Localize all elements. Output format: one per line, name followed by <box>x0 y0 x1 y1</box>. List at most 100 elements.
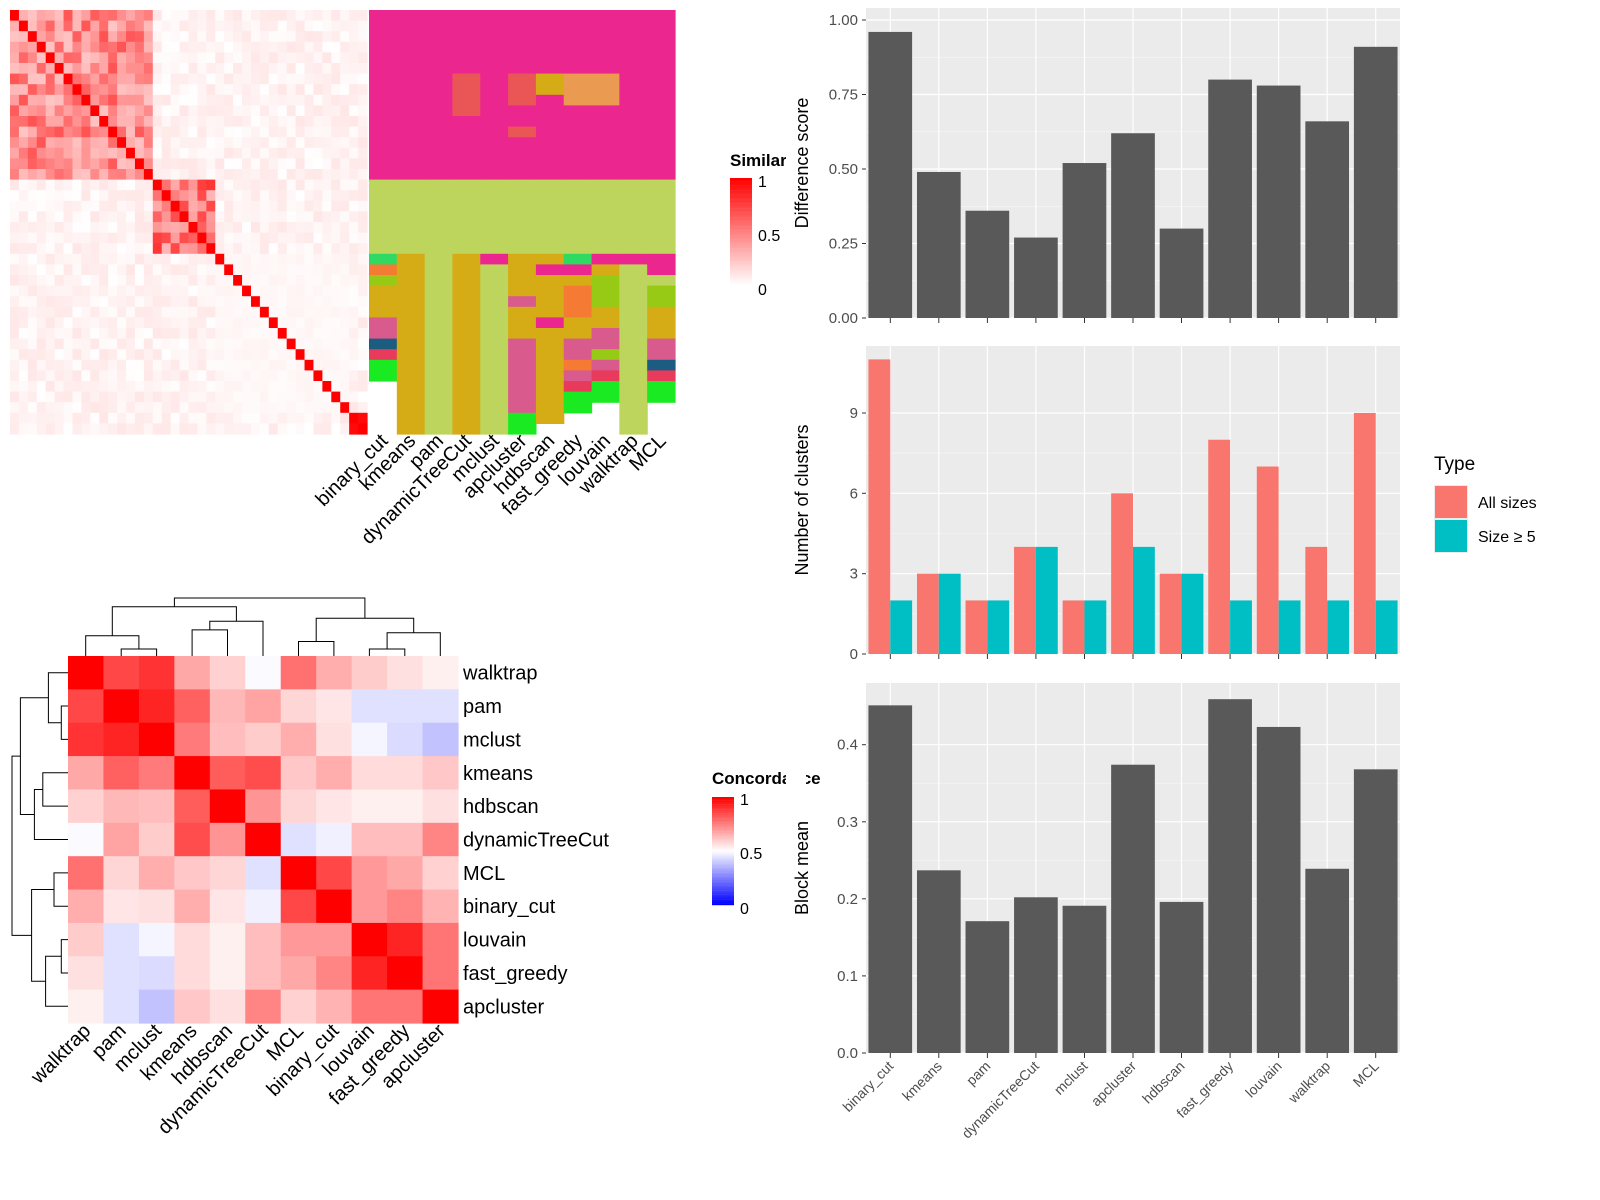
similarity-cell <box>313 349 323 361</box>
similarity-cell <box>259 179 270 191</box>
similarity-cell <box>188 63 199 75</box>
similarity-cell <box>90 338 100 350</box>
similarity-cell <box>99 232 109 244</box>
similarity-cell <box>63 200 74 212</box>
similarity-cell <box>90 349 100 361</box>
similarity-cell <box>63 253 74 265</box>
similarity-cell <box>45 243 56 255</box>
similarity-cell <box>340 73 350 85</box>
similarity-cell <box>242 359 252 371</box>
similarity-cell <box>27 338 38 350</box>
cluster-assignment-cell <box>591 264 620 276</box>
similarity-cell <box>18 285 29 297</box>
similarity-cell <box>117 190 127 202</box>
similarity-cell <box>27 84 38 96</box>
concordance-cell <box>280 956 317 991</box>
similarity-legend-gradient-step <box>730 212 752 215</box>
similarity-cell <box>286 105 297 117</box>
similarity-cell <box>161 423 172 435</box>
similarity-cell <box>143 264 154 276</box>
similarity-cell <box>277 285 288 297</box>
bar-size-ge-5 <box>1278 600 1301 654</box>
similarity-cell <box>152 264 163 276</box>
similarity-cell <box>117 73 127 85</box>
similarity-cell <box>322 412 332 424</box>
similarity-cell <box>268 296 279 308</box>
similarity-cell <box>224 200 234 212</box>
similarity-cell <box>161 73 172 85</box>
similarity-cell <box>259 328 270 340</box>
concordance-legend-gradient-step <box>712 887 734 889</box>
similarity-cell <box>286 84 297 96</box>
similarity-cell <box>224 253 234 265</box>
concordance-legend-gradient-step <box>712 892 734 895</box>
concordance-cell <box>245 656 282 690</box>
similarity-cell <box>99 179 109 191</box>
similarity-cell <box>108 328 118 340</box>
similarity-cell <box>134 253 145 265</box>
bar <box>1062 163 1107 318</box>
similarity-cell <box>161 253 172 265</box>
similarity-cell <box>295 285 306 297</box>
cluster-assignment-cell <box>563 381 593 393</box>
similarity-cell <box>81 391 91 403</box>
similarity-cell <box>126 370 136 382</box>
similarity-cell <box>295 296 306 308</box>
similarity-cell <box>313 31 323 43</box>
similarity-cell <box>197 243 207 255</box>
similarity-cell <box>295 264 306 276</box>
similarity-cell <box>286 412 297 424</box>
similarity-cell <box>161 338 172 350</box>
similarity-cell <box>63 306 74 318</box>
similarity-cell <box>206 370 216 382</box>
similarity-cell <box>143 423 154 435</box>
similarity-cell <box>268 20 279 32</box>
similarity-cell <box>81 137 91 149</box>
cluster-assignment-cell <box>480 253 509 265</box>
similarity-cell <box>304 328 315 340</box>
similarity-cell <box>126 402 136 414</box>
similarity-cell <box>304 211 315 223</box>
legend-label: All sizes <box>1478 495 1537 512</box>
similarity-cell <box>179 402 190 414</box>
similarity-cell <box>152 147 163 159</box>
y-tick-label: 0.4 <box>837 737 858 754</box>
similarity-cell <box>313 306 323 318</box>
similarity-cell <box>108 211 118 223</box>
similarity-cell <box>27 126 38 138</box>
similarity-cell <box>134 200 145 212</box>
similarity-cell <box>81 317 91 329</box>
similarity-cell <box>108 84 118 96</box>
similarity-cell <box>277 402 288 414</box>
concordance-cell <box>316 789 353 824</box>
y-axis-title: Block mean <box>792 821 812 915</box>
similarity-cell <box>108 179 118 191</box>
similarity-cell <box>152 370 163 382</box>
concordance-cell <box>103 922 140 957</box>
similarity-cell <box>322 381 332 393</box>
similarity-cell <box>81 179 91 191</box>
similarity-cell <box>27 179 38 191</box>
similarity-cell <box>304 317 315 329</box>
similarity-cell <box>322 370 332 382</box>
concordance-cell <box>351 656 388 690</box>
cluster-assignment-cell <box>535 179 565 255</box>
similarity-cell <box>117 296 127 308</box>
similarity-cell <box>268 179 279 191</box>
similarity-cell <box>72 253 83 265</box>
similarity-cell <box>286 349 297 361</box>
similarity-cell <box>161 20 172 32</box>
similarity-cell <box>117 391 127 403</box>
similarity-cell <box>126 349 136 361</box>
concordance-legend-gradient-step <box>712 813 734 816</box>
concordance-cell <box>138 956 175 991</box>
similarity-cell <box>108 52 118 64</box>
similarity-cell <box>206 317 216 329</box>
similarity-cell <box>233 370 243 382</box>
cluster-assignment-cell <box>647 381 676 403</box>
similarity-cell <box>134 285 145 297</box>
similarity-cell <box>295 73 306 85</box>
similarity-cell <box>179 179 190 191</box>
similarity-cell <box>18 402 29 414</box>
similarity-cell <box>143 20 154 32</box>
